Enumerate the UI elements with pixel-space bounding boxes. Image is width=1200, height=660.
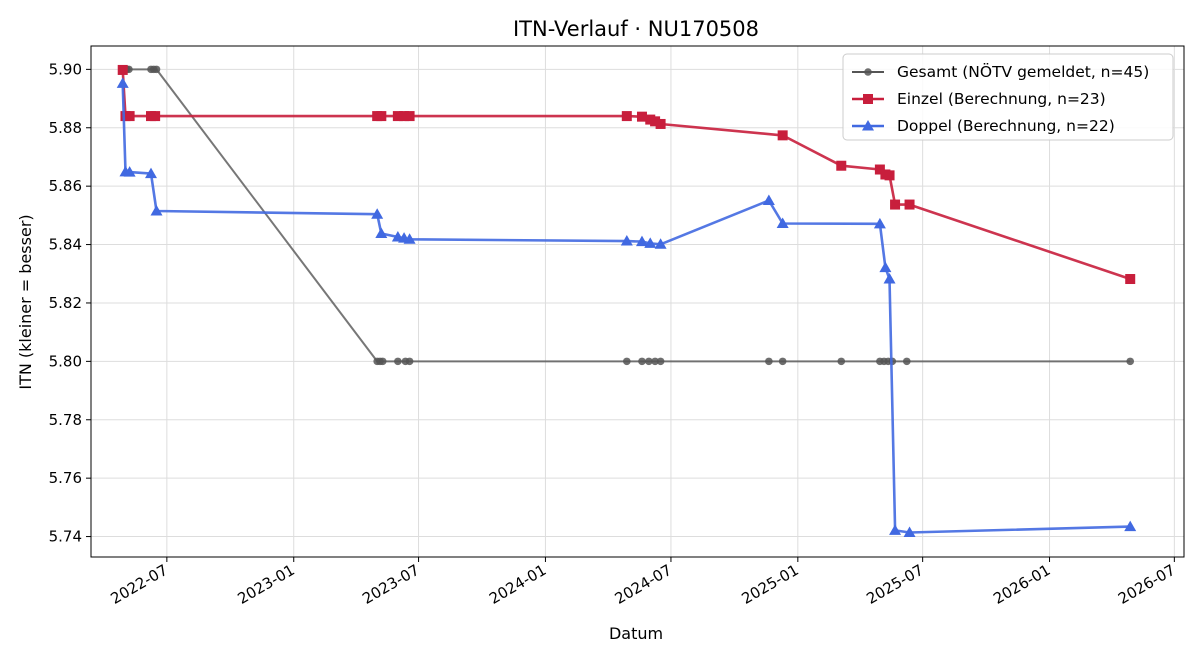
series-line [121,83,1131,534]
chart-title: ITN-Verlauf · NU170508 [513,17,759,41]
plot-frame [90,45,1185,558]
y-tick-label: 5.78 [49,411,82,429]
data-point [651,357,659,366]
legend-label: Gesamt (NÖTV gemeldet, n=45) [897,62,1149,81]
data-point [903,357,911,366]
data-point [654,238,667,249]
data-point [144,167,157,179]
y-axis-label: ITN (kleiner = besser) [16,214,35,389]
data-point [150,204,163,216]
data-point [836,160,847,171]
data-point [152,65,161,74]
legend-triangle-marker [862,120,874,131]
data-point [904,199,915,210]
data-point [903,526,916,537]
data-point [621,111,632,122]
data-point [636,111,647,122]
data-point [889,524,902,535]
data-point [404,111,415,122]
data-point [620,235,633,246]
data-point [655,118,666,129]
data-point [874,164,885,175]
data-point [656,357,665,366]
data-point [650,116,661,127]
legend-label: Doppel (Berechnung, n=22) [897,117,1115,135]
y-tick-label: 5.86 [49,177,82,195]
data-point [1126,357,1134,366]
y-tick-label: 5.80 [49,352,82,370]
legend-label: Einzel (Berechnung, n=23) [897,90,1106,108]
data-point [635,235,648,247]
data-point [403,233,416,244]
data-point [1125,274,1136,285]
data-point [394,357,402,366]
data-point [116,77,129,88]
data-point [375,227,388,238]
y-tick-label: 5.76 [49,469,82,487]
data-point [777,130,788,141]
y-tick-label: 5.74 [49,528,82,546]
data-point [392,111,403,122]
y-tick-label: 5.88 [49,119,82,137]
data-point [376,111,387,122]
series-triangle [116,77,1137,537]
data-point [884,170,895,181]
data-point [150,111,161,122]
data-point [765,357,773,366]
data-point [638,357,646,366]
legend: Gesamt (NÖTV gemeldet, n=45) Einzel (Bere… [842,53,1174,141]
series-layer [116,64,1137,537]
data-point [117,64,128,75]
data-point [778,357,787,366]
x-axis-label: Datum [609,624,663,643]
data-point [124,111,135,122]
data-point [776,217,789,229]
data-point [1124,520,1137,532]
data-point [645,357,653,366]
data-point [123,166,136,177]
data-point [371,208,384,219]
data-point [644,237,657,248]
data-point [762,194,775,205]
data-point [399,111,410,122]
y-tick-label: 5.84 [49,236,82,254]
data-point [873,217,886,229]
data-point [378,357,387,366]
legend-circle-marker [864,68,872,76]
legend-entries: Gesamt (NÖTV gemeldet, n=45) Einzel (Bere… [852,62,1149,135]
legend-frame [842,53,1174,141]
data-point [405,357,414,366]
series-square [117,64,1136,285]
data-point [623,357,631,366]
y-tick-label: 5.82 [49,294,82,312]
data-point [879,261,892,273]
data-point [837,357,846,366]
legend-square-marker [863,94,873,104]
y-tick-label: 5.90 [49,60,82,78]
data-point [890,199,901,210]
data-point [883,273,896,284]
